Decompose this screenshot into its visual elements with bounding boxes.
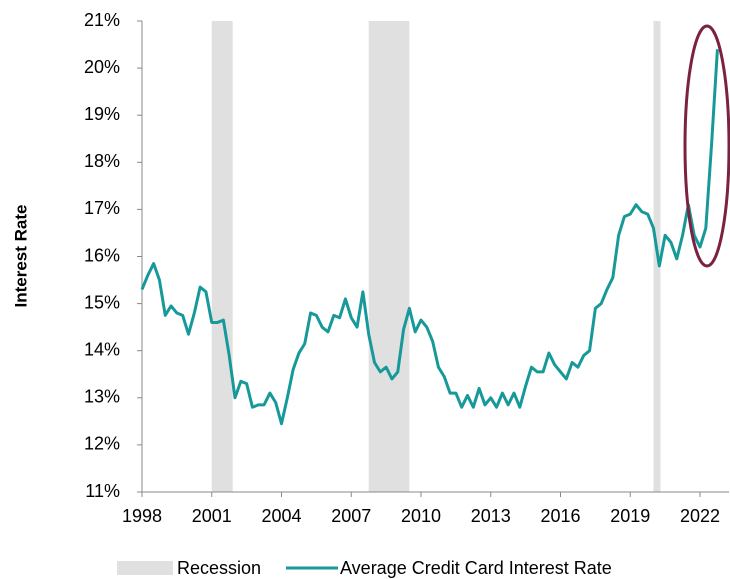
series-line [140, 49, 719, 426]
y-tick-label: 13% [84, 387, 120, 407]
x-tick-label: 2010 [401, 506, 441, 526]
legend-label: Recession [177, 558, 261, 578]
y-tick-label: 12% [84, 434, 120, 454]
highlight-ellipse [683, 24, 730, 268]
x-tick-label: 2004 [261, 506, 301, 526]
y-tick-label: 17% [84, 198, 120, 218]
x-tick-label: 2007 [331, 506, 371, 526]
y-tick-label: 21% [84, 10, 120, 30]
y-tick-label: 11% [85, 481, 120, 501]
y-tick-label: 15% [84, 292, 120, 312]
x-tick-label: 2013 [471, 506, 511, 526]
y-tick-label: 14% [84, 339, 120, 359]
recession-band [368, 21, 410, 492]
recession-band [211, 21, 233, 492]
legend-label: Average Credit Card Interest Rate [340, 558, 612, 578]
x-tick-label: 2016 [540, 506, 580, 526]
y-tick-label: 20% [84, 57, 120, 77]
x-tick-label: 2022 [680, 506, 720, 526]
x-tick-label: 1998 [122, 506, 162, 526]
x-tick-label: 2019 [610, 506, 650, 526]
y-tick-label: 16% [84, 245, 120, 265]
y-tick-label: 18% [84, 151, 120, 171]
y-tick-label: 19% [84, 104, 120, 124]
y-axis-label: Interest Rate [11, 205, 30, 308]
x-tick-label: 2001 [192, 506, 232, 526]
legend-swatch [117, 561, 173, 575]
